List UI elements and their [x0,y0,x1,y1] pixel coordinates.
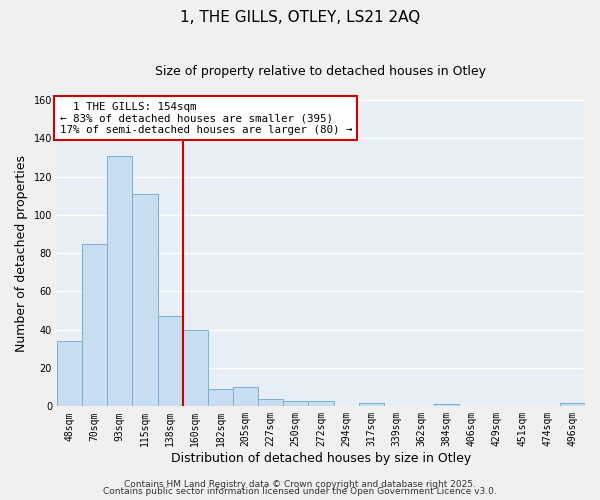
Bar [158,316,182,406]
Bar [82,244,107,406]
Bar [359,402,384,406]
Text: 1 THE GILLS: 154sqm
← 83% of detached houses are smaller (395)
17% of semi-detac: 1 THE GILLS: 154sqm ← 83% of detached ho… [59,102,352,134]
Text: Contains HM Land Registry data © Crown copyright and database right 2025.: Contains HM Land Registry data © Crown c… [124,480,476,489]
Bar [182,330,208,406]
Y-axis label: Number of detached properties: Number of detached properties [15,154,28,352]
Bar [258,398,283,406]
Bar [57,341,82,406]
Bar [283,400,308,406]
Bar [133,194,158,406]
Bar [434,404,459,406]
Bar [308,400,334,406]
Bar [233,387,258,406]
Bar [107,156,133,406]
Bar [208,389,233,406]
Text: 1, THE GILLS, OTLEY, LS21 2AQ: 1, THE GILLS, OTLEY, LS21 2AQ [180,10,420,25]
Text: Contains public sector information licensed under the Open Government Licence v3: Contains public sector information licen… [103,487,497,496]
Bar [560,402,585,406]
Title: Size of property relative to detached houses in Otley: Size of property relative to detached ho… [155,65,487,78]
X-axis label: Distribution of detached houses by size in Otley: Distribution of detached houses by size … [171,452,471,465]
